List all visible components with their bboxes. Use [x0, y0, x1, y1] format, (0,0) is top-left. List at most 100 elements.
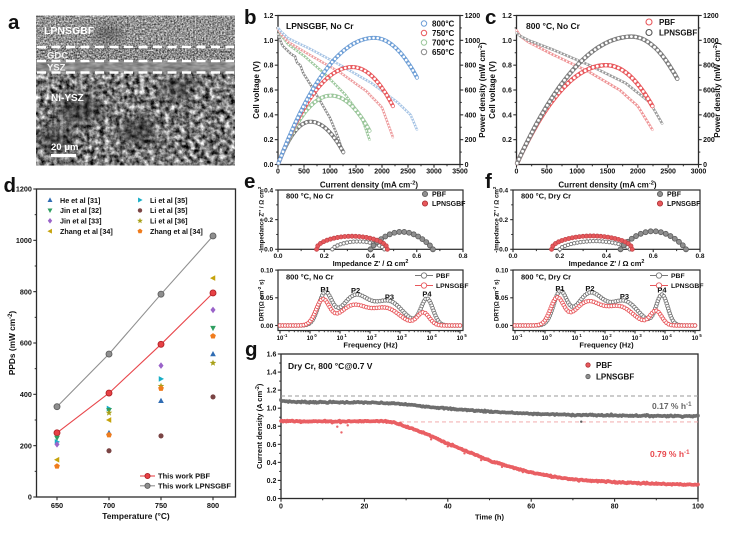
svg-text:5: 5 — [699, 333, 702, 338]
svg-text:20 μm: 20 μm — [51, 142, 78, 153]
svg-text:2: 2 — [609, 333, 612, 338]
svg-text:2: 2 — [374, 333, 377, 338]
svg-text:1200: 1200 — [703, 13, 719, 20]
svg-text:P4: P4 — [422, 289, 432, 298]
svg-text:600: 600 — [703, 88, 715, 95]
svg-text:0.0: 0.0 — [508, 253, 517, 260]
svg-text:800: 800 — [465, 63, 477, 70]
svg-text:1000: 1000 — [16, 236, 32, 245]
svg-text:1.2: 1.2 — [267, 388, 277, 395]
svg-text:3: 3 — [404, 333, 407, 338]
svg-text:Dry Cr, 800 °C@0.7 V: Dry Cr, 800 °C@0.7 V — [288, 361, 373, 371]
svg-text:P3: P3 — [620, 292, 629, 301]
svg-text:1200: 1200 — [16, 185, 32, 194]
svg-text:Frequency (Hz): Frequency (Hz) — [343, 341, 398, 350]
svg-text:YSZ: YSZ — [47, 63, 66, 74]
svg-text:600: 600 — [465, 88, 477, 95]
svg-text:0.8: 0.8 — [458, 253, 467, 260]
svg-text:800: 800 — [20, 287, 32, 296]
svg-text:40: 40 — [444, 504, 452, 511]
svg-text:1.2: 1.2 — [502, 13, 512, 20]
svg-text:Frequency (Hz): Frequency (Hz) — [579, 341, 634, 350]
svg-text:0: 0 — [279, 504, 283, 511]
svg-text:0.4: 0.4 — [366, 253, 375, 260]
svg-text:0.4: 0.4 — [264, 112, 274, 119]
svg-text:g: g — [245, 338, 258, 361]
svg-text:Impedance Z' / Ω cm2​: Impedance Z' / Ω cm2​ — [333, 259, 409, 268]
svg-text:800 °C, No Cr: 800 °C, No Cr — [286, 273, 334, 282]
svg-text:P1: P1 — [320, 285, 329, 294]
svg-text:1500: 1500 — [348, 169, 364, 176]
svg-text:1.4: 1.4 — [267, 370, 277, 377]
svg-text:10: 10 — [367, 336, 374, 342]
svg-text:0.8: 0.8 — [267, 424, 277, 431]
svg-text:750°C: 750°C — [432, 29, 455, 38]
svg-text:10: 10 — [662, 336, 669, 342]
svg-text:0.10: 0.10 — [261, 267, 274, 274]
svg-text:0.2: 0.2 — [264, 217, 273, 224]
svg-text:c: c — [485, 6, 496, 29]
svg-text:Ni-YSZ: Ni-YSZ — [51, 93, 84, 104]
svg-text:2000: 2000 — [630, 169, 646, 176]
svg-text:0.8: 0.8 — [264, 63, 274, 70]
svg-text:0.00: 0.00 — [261, 323, 274, 330]
svg-text:400: 400 — [20, 390, 32, 399]
svg-text:0.17 % h-1​: 0.17 % h-1​ — [652, 401, 692, 411]
svg-text:0.2: 0.2 — [267, 478, 277, 485]
svg-text:2500: 2500 — [400, 169, 416, 176]
svg-text:800 °C, Dry Cr: 800 °C, Dry Cr — [521, 273, 571, 282]
svg-text:0.8: 0.8 — [695, 253, 704, 260]
svg-text:20: 20 — [361, 504, 369, 511]
svg-text:200: 200 — [465, 137, 477, 144]
svg-text:10: 10 — [337, 336, 344, 342]
svg-text:1: 1 — [579, 333, 582, 338]
svg-text:0.2: 0.2 — [502, 137, 512, 144]
svg-text:0.0: 0.0 — [273, 253, 282, 260]
svg-text:4: 4 — [434, 333, 437, 338]
svg-text:800 °C, Dry Cr: 800 °C, Dry Cr — [521, 192, 571, 201]
svg-text:1.6: 1.6 — [267, 352, 277, 359]
svg-text:0.79 % h-1​: 0.79 % h-1​ — [650, 449, 690, 459]
svg-text:Li et al [35]: Li et al [35] — [150, 196, 188, 205]
svg-text:This work PBF: This work PBF — [158, 472, 211, 481]
svg-text:800 °C, No Cr: 800 °C, No Cr — [526, 21, 581, 31]
svg-text:600: 600 — [20, 339, 32, 348]
svg-text:P2: P2 — [351, 286, 360, 295]
svg-text:10: 10 — [692, 336, 699, 342]
svg-text:0.4: 0.4 — [499, 187, 508, 194]
svg-text:0.0: 0.0 — [264, 162, 274, 169]
svg-text:Temperature (°C): Temperature (°C) — [102, 511, 170, 521]
svg-text:200: 200 — [20, 441, 32, 450]
svg-text:10: 10 — [632, 336, 639, 342]
svg-text:PBF: PBF — [436, 273, 450, 280]
svg-text:3: 3 — [639, 333, 642, 338]
svg-text:800: 800 — [207, 501, 219, 510]
svg-text:0.6: 0.6 — [267, 442, 277, 449]
svg-text:-1: -1 — [519, 333, 523, 338]
svg-text:1000: 1000 — [703, 38, 719, 45]
svg-text:2500: 2500 — [660, 169, 676, 176]
svg-text:P1: P1 — [555, 284, 564, 293]
svg-text:0.6: 0.6 — [502, 88, 512, 95]
svg-text:LPNSGBF: LPNSGBF — [436, 283, 468, 290]
svg-text:1.0: 1.0 — [502, 38, 512, 45]
svg-text:0: 0 — [703, 162, 707, 169]
svg-text:0.05: 0.05 — [496, 295, 509, 302]
svg-text:0.0: 0.0 — [267, 496, 277, 503]
svg-text:10: 10 — [307, 336, 314, 342]
svg-text:LPNSGBF: LPNSGBF — [596, 373, 634, 382]
svg-text:DRT(Ω cm-2​ s): DRT(Ω cm-2​ s) — [257, 279, 265, 321]
svg-text:5: 5 — [464, 333, 467, 338]
svg-text:0: 0 — [465, 162, 469, 169]
svg-text:P2: P2 — [585, 284, 594, 293]
svg-text:-Impedance Z'' / Ω cm2​: -Impedance Z'' / Ω cm2​ — [492, 186, 500, 253]
svg-text:Time (h): Time (h) — [475, 513, 505, 522]
svg-text:d: d — [4, 174, 17, 197]
svg-text:100: 100 — [692, 504, 704, 511]
svg-text:PPDs (mW cm-2​): PPDs (mW cm-2​) — [7, 311, 17, 376]
svg-text:Cell voltage (V): Cell voltage (V) — [252, 61, 261, 119]
svg-text:0: 0 — [276, 169, 280, 176]
svg-text:LPNSGBF: LPNSGBF — [659, 29, 697, 38]
svg-text:0.6: 0.6 — [264, 88, 274, 95]
svg-text:3500: 3500 — [452, 169, 468, 176]
